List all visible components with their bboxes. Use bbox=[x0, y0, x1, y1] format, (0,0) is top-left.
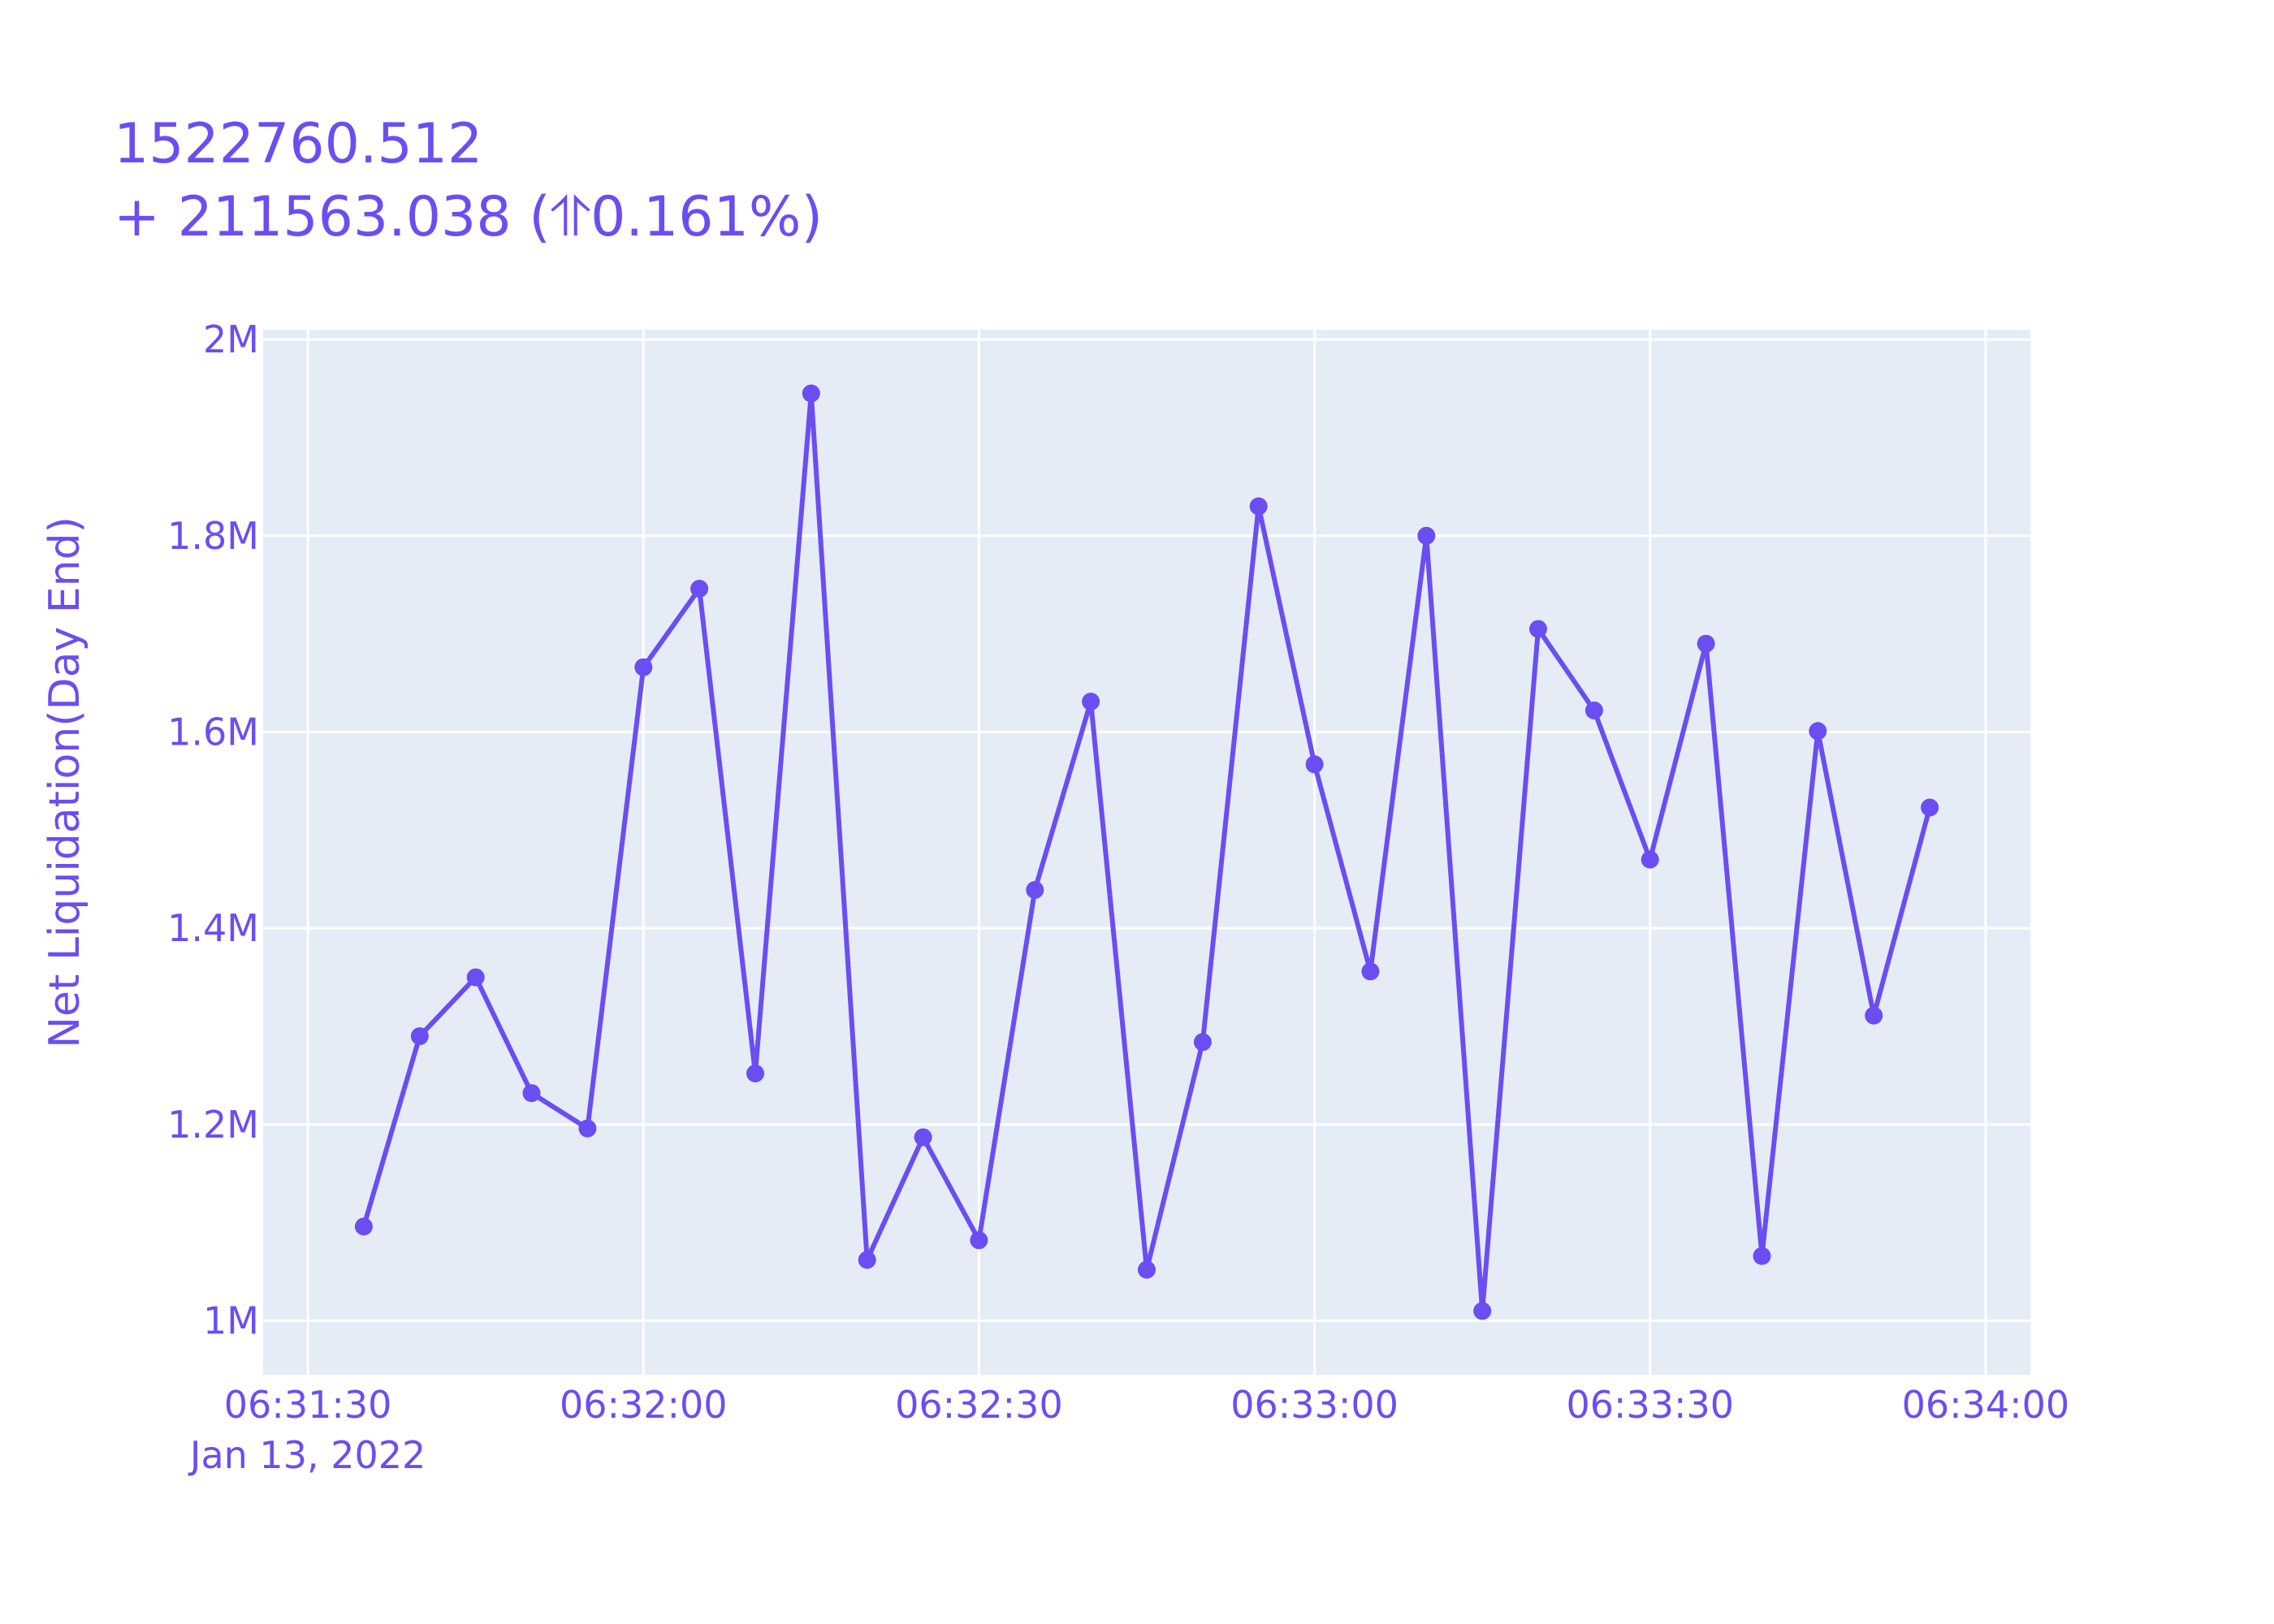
x-tick-label: 06:32:00 bbox=[560, 1383, 728, 1427]
data-point[interactable] bbox=[1697, 634, 1715, 653]
series-group bbox=[354, 384, 1939, 1320]
data-point[interactable] bbox=[1082, 693, 1100, 710]
plot-area bbox=[263, 330, 2030, 1375]
data-point[interactable] bbox=[1921, 798, 1939, 817]
data-point[interactable] bbox=[1473, 1302, 1492, 1320]
x-tick-label: 06:34:00 bbox=[1902, 1383, 2070, 1427]
data-point[interactable] bbox=[1026, 881, 1044, 899]
data-point[interactable] bbox=[1249, 497, 1268, 516]
data-point[interactable] bbox=[914, 1128, 932, 1147]
y-gridlines bbox=[263, 338, 2030, 1323]
data-point[interactable] bbox=[970, 1231, 988, 1250]
data-point[interactable] bbox=[690, 580, 709, 598]
x-tick-label: 06:32:30 bbox=[895, 1383, 1063, 1427]
y-tick-label: 1.2M bbox=[167, 1103, 259, 1147]
x-gridlines bbox=[306, 330, 1987, 1375]
data-point[interactable] bbox=[1305, 755, 1324, 774]
data-point[interactable] bbox=[1584, 701, 1603, 719]
data-point[interactable] bbox=[802, 384, 820, 403]
data-point[interactable] bbox=[466, 968, 485, 987]
data-point[interactable] bbox=[858, 1250, 876, 1269]
x-tick-label: 06:31:30 bbox=[224, 1383, 392, 1427]
data-point[interactable] bbox=[634, 658, 653, 676]
data-point[interactable] bbox=[410, 1027, 429, 1046]
data-point[interactable] bbox=[1529, 620, 1547, 638]
y-tick-label: 2M bbox=[203, 317, 259, 361]
x-tick-label: 06:33:30 bbox=[1566, 1383, 1734, 1427]
data-point[interactable] bbox=[1138, 1260, 1156, 1279]
data-point[interactable] bbox=[1361, 962, 1380, 981]
y-tick-label: 1M bbox=[203, 1299, 259, 1343]
y-tick-label: 1.6M bbox=[167, 710, 259, 754]
data-point[interactable] bbox=[354, 1217, 373, 1236]
y-tick-label: 1.4M bbox=[167, 906, 259, 950]
chart-subtitle: + 211563.038 (⥣0.161%) bbox=[114, 185, 823, 249]
data-point[interactable] bbox=[1641, 850, 1659, 869]
y-axis-title: Net Liquidation(Day End) bbox=[41, 516, 89, 1048]
data-point[interactable] bbox=[1865, 1006, 1883, 1025]
data-point[interactable] bbox=[746, 1065, 764, 1082]
y-tick-label: 1.8M bbox=[167, 514, 259, 558]
data-point[interactable] bbox=[522, 1084, 541, 1103]
data-point[interactable] bbox=[1193, 1033, 1212, 1052]
y-tick-labels: 1M 1.2M 1.4M 1.6M 1.8M 2M bbox=[167, 317, 259, 1342]
chart-title-group: 1522760.512 + 211563.038 (⥣0.161%) bbox=[114, 112, 823, 249]
data-point[interactable] bbox=[578, 1119, 597, 1138]
data-point[interactable] bbox=[1753, 1246, 1771, 1265]
chart-title: 1522760.512 bbox=[114, 112, 482, 176]
x-tick-date-label: Jan 13, 2022 bbox=[188, 1433, 426, 1477]
data-point[interactable] bbox=[1417, 526, 1436, 545]
data-point[interactable] bbox=[1809, 722, 1827, 741]
x-tick-labels: 06:31:30 06:32:00 06:32:30 06:33:00 06:33:30… bbox=[224, 1383, 2069, 1427]
x-tick-label: 06:33:00 bbox=[1230, 1383, 1399, 1427]
